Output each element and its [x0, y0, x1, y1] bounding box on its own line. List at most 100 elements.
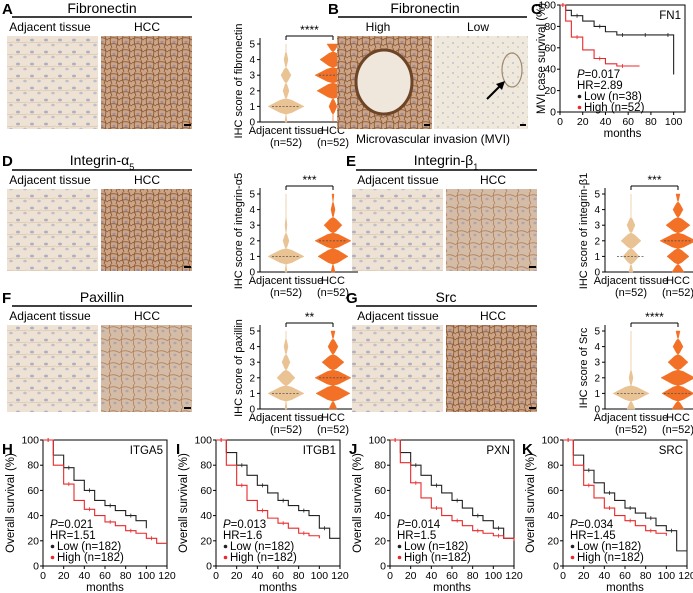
x-tick-label: 120 [505, 570, 523, 582]
y-axis-label: Overall survival (%) [525, 453, 537, 553]
y-tick-label: 20 [374, 535, 386, 547]
panel-k: K 0 20 40 60 80 100 120020406080100monthsOvera… [522, 435, 693, 593]
y-tick-label: 3 [249, 221, 255, 232]
x-category-label: HCC [321, 275, 345, 287]
x-n-label: (n=52) [662, 287, 693, 299]
low-label: Low [467, 20, 489, 34]
x-category-label: HCC [666, 412, 690, 424]
x-tick-label: 100 [485, 570, 503, 582]
panel-letter: K [522, 441, 533, 458]
panel-c: C 0 20 40 60 80 100 0 20 40 60 80 100 months MVI case… [531, 0, 686, 140]
low-legend-marker [397, 544, 402, 549]
panel-i: I 0 20 40 60 80 100 120020406080100monthsOvera… [176, 435, 349, 593]
hazard-ratio-label: HR=2.89 [577, 80, 623, 92]
y-tick-label: 3 [249, 358, 255, 369]
x-n-label: (n=52) [317, 424, 349, 436]
hcc-micrograph [101, 36, 192, 129]
panel-letter: C [531, 1, 542, 18]
y-tick-label: 4 [249, 342, 255, 353]
panel-title: Fibronectin [390, 0, 459, 16]
significance-label: *** [302, 173, 316, 187]
hcc-micrograph [101, 325, 192, 412]
x-n-label: (n=52) [317, 287, 349, 299]
panel-e: E Integrin-β1 Adjacent tissue HCC 0 1 2 3 4 5… [346, 152, 693, 299]
y-axis-label: MVI case survival (%) [536, 3, 548, 114]
x-tick-label: 80 [640, 570, 652, 582]
panel-title: Fibronectin [67, 0, 136, 16]
p-value: =0.013 [231, 519, 267, 531]
adjacent-tissue-micrograph [7, 325, 98, 412]
adjacent-tissue-micrograph [352, 325, 443, 412]
panel-title: Paxillin [80, 289, 124, 305]
left-image-label: Adjacent tissue [9, 20, 91, 34]
high-legend-label: High (n=52) [584, 102, 645, 114]
x-tick-label: 80 [293, 570, 305, 582]
panel-letter: F [2, 290, 11, 307]
y-tick-label: 100 [194, 435, 212, 447]
y-tick-label: 5 [594, 327, 600, 338]
violin-plot: 0 1 2 3 4 5 IHC score of fibronectin **** Adjace… [233, 23, 358, 149]
y-tick-label: 5 [249, 190, 255, 201]
y-tick-label: 1 [249, 102, 255, 113]
high-legend-marker [223, 555, 228, 560]
y-tick-label: 80 [27, 460, 39, 472]
x-tick-label: 0 [557, 116, 563, 128]
x-tick-label: 40 [600, 116, 612, 128]
km-plot: 0 20 40 60 80 100 120020406080100monthsOverall… [352, 435, 523, 593]
x-n-label: (n=52) [270, 287, 302, 299]
right-image-label: HCC [134, 309, 160, 323]
high-legend-marker [577, 105, 582, 110]
y-tick-label: 20 [547, 535, 559, 547]
panel-letter: E [346, 153, 356, 170]
hcc-micrograph [101, 189, 192, 271]
right-image-label: HCC [134, 20, 160, 34]
y-tick-label: 4 [249, 55, 255, 66]
left-image-label: Adjacent tissue [9, 309, 91, 323]
hazard-ratio-label: HR=1.5 [397, 530, 436, 542]
low-survival-curve [216, 439, 340, 539]
low-legend-marker [50, 544, 55, 549]
panel-title: Integrin-β1 [414, 152, 478, 172]
x-tick-label: 20 [58, 570, 70, 582]
scale-bar [184, 266, 191, 268]
low-legend-marker [570, 544, 575, 549]
p-symbol: P [50, 519, 58, 531]
y-tick-label: 5 [594, 190, 600, 201]
significance-label: ** [305, 310, 315, 324]
km-plot: 0 20 40 60 80 100 0 20 40 60 80 100 months MVI case s… [536, 0, 686, 140]
high-survival-curve [390, 439, 515, 541]
low-survival-curve [560, 4, 675, 75]
left-image-label: Adjacent tissue [357, 309, 439, 323]
x-tick-label: 60 [446, 570, 458, 582]
x-tick-label: 40 [598, 570, 610, 582]
y-axis-label: Overall survival (%) [352, 453, 364, 553]
y-tick-label: 100 [538, 0, 556, 12]
panel-title: Integrin-α5 [70, 152, 134, 172]
x-tick-label: 20 [578, 570, 590, 582]
x-n-label: (n=52) [615, 424, 647, 436]
left-image-label: Adjacent tissue [9, 173, 91, 187]
y-tick-label: 1 [594, 389, 600, 400]
y-tick-label: 2 [594, 373, 600, 384]
y-tick-label: 0 [249, 118, 255, 129]
y-tick-label: 4 [249, 205, 255, 216]
y-tick-label: 1 [249, 389, 255, 400]
x-tick-label: 60 [272, 570, 284, 582]
high-survival-curve [563, 439, 667, 536]
significance-label: *** [647, 173, 661, 187]
high-label: High [366, 20, 391, 34]
p-symbol: P [577, 69, 585, 81]
x-tick-label: 20 [231, 570, 243, 582]
panel-h: H 0 20 40 60 80 100 120020406080100monthsOvera… [2, 435, 176, 593]
gene-label: FN1 [659, 10, 681, 22]
gene-label: SRC [659, 445, 683, 457]
low-legend-marker [223, 544, 228, 549]
x-category-label: Adjacent tissue [594, 275, 669, 287]
x-axis-label: months [86, 582, 124, 593]
y-tick-label: 0 [594, 268, 600, 279]
violin-hcc [660, 330, 693, 410]
x-tick-label: 100 [138, 570, 156, 582]
panel-letter: A [2, 1, 13, 18]
y-tick-label: 80 [374, 460, 386, 472]
violin-hcc [659, 193, 693, 273]
